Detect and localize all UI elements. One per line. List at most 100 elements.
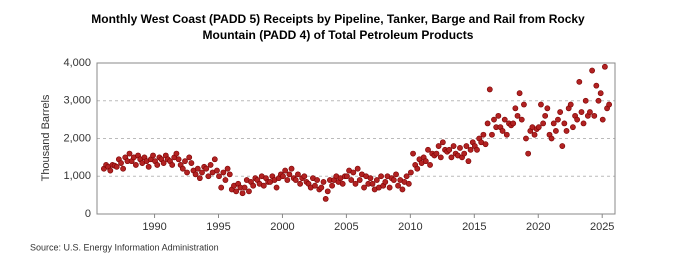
data-point	[595, 97, 602, 104]
data-point	[512, 105, 519, 112]
data-point	[354, 165, 361, 172]
data-point	[538, 101, 544, 108]
data-point	[382, 179, 389, 185]
data-point	[348, 177, 355, 183]
data-point	[312, 182, 318, 189]
data-point	[118, 160, 124, 166]
data-point	[220, 169, 227, 176]
data-point	[120, 165, 126, 172]
x-tick-label: 1990	[142, 221, 166, 233]
data-point	[578, 109, 585, 115]
data-point	[599, 116, 606, 123]
data-point	[378, 173, 384, 180]
data-point	[399, 186, 406, 193]
data-point	[465, 158, 472, 165]
data-point	[525, 150, 532, 157]
data-point	[521, 101, 527, 108]
y-tick-label: 1,000	[63, 170, 91, 182]
data-point	[574, 116, 581, 123]
data-point	[591, 112, 598, 119]
data-point	[344, 173, 350, 180]
y-tick-label: 2,000	[63, 132, 91, 144]
data-point	[369, 180, 376, 187]
data-point	[282, 167, 289, 174]
data-point	[535, 124, 542, 131]
data-point	[557, 109, 564, 115]
data-point	[427, 162, 433, 168]
data-point	[295, 171, 301, 178]
data-point	[531, 131, 538, 138]
data-point	[154, 162, 161, 168]
data-point	[280, 173, 286, 180]
data-point	[199, 169, 205, 176]
data-point	[503, 131, 510, 138]
data-point	[132, 162, 139, 168]
data-point	[597, 90, 604, 97]
data-point	[589, 67, 596, 74]
data-point	[450, 143, 457, 149]
data-point	[169, 162, 176, 168]
data-point	[196, 175, 203, 182]
data-point	[489, 131, 495, 138]
data-point	[567, 101, 574, 108]
data-point	[301, 173, 308, 180]
data-point	[203, 165, 210, 172]
data-point	[173, 150, 180, 157]
data-point	[407, 169, 414, 176]
data-point	[480, 131, 487, 138]
data-point	[559, 143, 566, 149]
data-point	[250, 182, 257, 189]
data-point	[186, 154, 193, 161]
data-point	[214, 167, 220, 174]
data-point	[182, 158, 188, 165]
data-point	[292, 177, 299, 183]
data-point	[216, 173, 222, 180]
data-point	[352, 180, 359, 187]
data-point	[518, 116, 525, 123]
data-point	[410, 150, 416, 157]
source: Source: U.S. Energy Information Administ…	[30, 242, 219, 252]
data-point	[284, 177, 291, 183]
y-tick-label: 0	[85, 208, 91, 220]
data-point	[286, 171, 293, 178]
x-tick-label: 2000	[270, 221, 294, 233]
x-tick-label: 2005	[334, 221, 358, 233]
data-point	[194, 165, 201, 172]
data-point	[361, 184, 367, 191]
data-point	[192, 171, 199, 178]
data-point	[318, 184, 325, 191]
y-tick-label: 4,000	[63, 57, 91, 69]
data-point	[486, 86, 493, 93]
data-point	[446, 146, 453, 153]
data-point	[179, 165, 186, 172]
data-point	[390, 177, 397, 183]
chart-title: Mountain (PADD 4) of Total Petroleum Pro…	[203, 28, 474, 42]
data-point	[570, 124, 576, 131]
data-point	[150, 152, 156, 159]
data-point	[467, 146, 474, 153]
data-point	[563, 128, 570, 134]
data-point	[373, 177, 380, 183]
data-point	[576, 78, 583, 85]
x-tick-label: 2025	[590, 221, 614, 233]
data-point	[414, 165, 421, 172]
data-point	[356, 177, 363, 183]
data-point	[211, 156, 218, 163]
data-point	[516, 90, 523, 97]
data-point	[297, 180, 304, 187]
data-point	[606, 101, 613, 108]
data-point	[553, 128, 559, 134]
data-point	[433, 150, 440, 157]
data-point	[145, 163, 152, 170]
data-point	[260, 182, 267, 189]
data-point	[175, 156, 182, 163]
data-point	[587, 109, 593, 115]
data-point	[550, 120, 557, 127]
data-point	[329, 182, 335, 189]
data-point	[495, 112, 502, 119]
data-point	[184, 169, 190, 176]
data-point	[222, 177, 229, 183]
data-point	[320, 179, 327, 185]
data-point	[386, 184, 393, 191]
data-point	[463, 143, 470, 149]
